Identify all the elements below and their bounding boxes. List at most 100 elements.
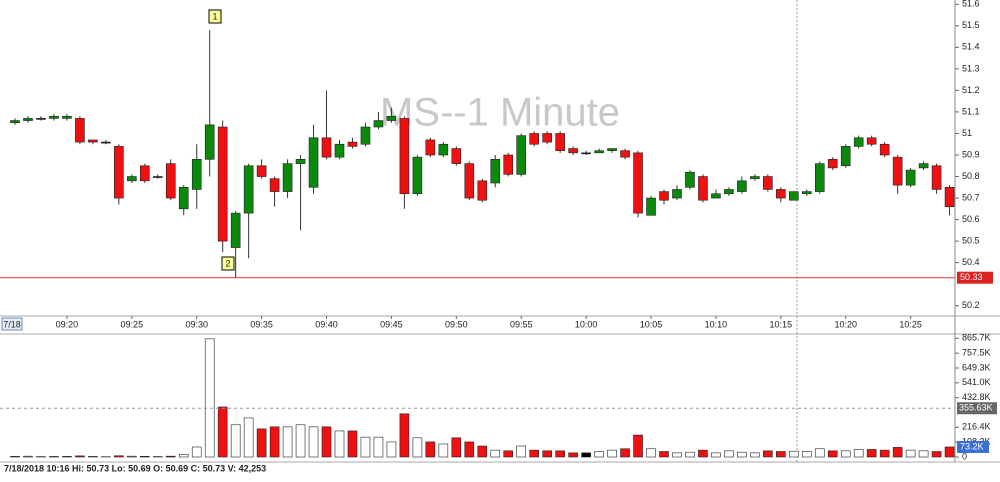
candle-body — [595, 151, 604, 153]
candle-body — [828, 159, 837, 168]
candle-body — [491, 159, 500, 183]
y-tick-label: 51.6 — [962, 0, 980, 9]
volume-bar — [478, 446, 487, 457]
volume-bar — [634, 435, 643, 457]
volume-bar — [400, 414, 409, 457]
candle-body — [426, 140, 435, 155]
candle-body — [62, 116, 71, 118]
y-tick-label: 50.5 — [962, 235, 980, 245]
price-marker-label: 50.33 — [960, 272, 983, 282]
volume-bar — [205, 339, 214, 457]
candle-body — [192, 159, 201, 189]
volume-bar — [763, 451, 772, 457]
volume-bar — [166, 456, 175, 457]
candle-body — [335, 144, 344, 157]
x-tick-label: 10:20 — [834, 319, 857, 329]
candle-body — [660, 192, 669, 201]
volume-bar — [789, 451, 798, 457]
candle-body — [919, 164, 928, 168]
volume-bar — [698, 450, 707, 457]
volume-bar — [711, 453, 720, 457]
candle-body — [270, 179, 279, 192]
volume-bar — [945, 447, 954, 457]
candle-body — [257, 166, 266, 177]
date-label: 7/18 — [3, 319, 21, 329]
x-tick-label: 09:45 — [380, 319, 403, 329]
volume-bar — [724, 451, 733, 457]
volume-bar — [426, 442, 435, 457]
volume-bar — [218, 407, 227, 457]
volume-bar — [335, 431, 344, 457]
volume-tick-label: 865.7K — [962, 333, 991, 343]
y-tick-label: 51.1 — [962, 106, 980, 116]
volume-bar — [88, 456, 97, 457]
candle-body — [750, 177, 759, 179]
candle-body — [127, 177, 136, 181]
candle-body — [647, 198, 656, 215]
volume-bar — [893, 447, 902, 457]
candle-body — [296, 159, 305, 163]
candle-body — [283, 164, 292, 192]
candle-body — [478, 181, 487, 200]
candle-body — [23, 118, 32, 120]
volume-bar — [530, 450, 539, 457]
volume-bar — [374, 437, 383, 457]
candle-body — [36, 118, 45, 119]
y-tick-label: 51.5 — [962, 20, 980, 30]
candle-body — [218, 127, 227, 241]
candle-body — [724, 189, 733, 193]
candle-body — [569, 149, 578, 153]
volume-bar — [919, 451, 928, 457]
x-tick-label: 10:00 — [575, 319, 598, 329]
volume-tick-label: 541.0K — [962, 377, 991, 387]
candle-body — [672, 189, 681, 198]
candle-body — [231, 213, 240, 247]
volume-bar — [465, 442, 474, 457]
candle-body — [439, 144, 448, 155]
volume-bar — [114, 456, 123, 457]
status-bar: 7/18/2018 10:16 Hi: 50.73 Lo: 50.69 O: 5… — [4, 463, 266, 473]
volume-bar — [11, 456, 20, 457]
volume-bar — [179, 454, 188, 457]
x-tick-label: 09:35 — [250, 319, 273, 329]
volume-bar — [452, 438, 461, 457]
volume-bar — [828, 451, 837, 457]
candle-body — [854, 138, 863, 147]
volume-bar — [750, 453, 759, 457]
volume-bar — [595, 452, 604, 457]
y-tick-label: 51 — [962, 128, 972, 138]
y-tick-label: 51.4 — [962, 42, 980, 52]
y-tick-label: 51.3 — [962, 63, 980, 73]
volume-bar — [802, 452, 811, 457]
volume-bar — [270, 427, 279, 457]
watermark-title: MS--1 Minute — [380, 91, 620, 135]
candle-body — [698, 177, 707, 201]
volume-bar — [556, 451, 565, 457]
x-tick-label: 09:55 — [510, 319, 533, 329]
x-tick-label: 09:30 — [185, 319, 208, 329]
candle-body — [309, 138, 318, 188]
candle-body — [737, 181, 746, 192]
volume-bar — [660, 452, 669, 457]
candle-body — [841, 146, 850, 165]
candle-body — [387, 116, 396, 120]
y-tick-label: 50.6 — [962, 214, 980, 224]
x-tick-label: 09:25 — [121, 319, 144, 329]
candle-body — [776, 189, 785, 198]
volume-bar — [322, 427, 331, 457]
candle-body — [608, 149, 617, 151]
candle-body — [166, 164, 175, 198]
x-tick-label: 10:25 — [899, 319, 922, 329]
candle-body — [906, 170, 915, 185]
volume-bar — [192, 447, 201, 457]
annotation: 2 — [225, 258, 230, 268]
candle-body — [88, 140, 97, 142]
candle-body — [634, 153, 643, 213]
annotation: 1 — [212, 11, 217, 21]
y-tick-label: 50.8 — [962, 171, 980, 181]
volume-bar — [387, 442, 396, 457]
volume-bar — [867, 449, 876, 457]
candle-body — [49, 116, 58, 118]
volume-bar — [543, 451, 552, 457]
